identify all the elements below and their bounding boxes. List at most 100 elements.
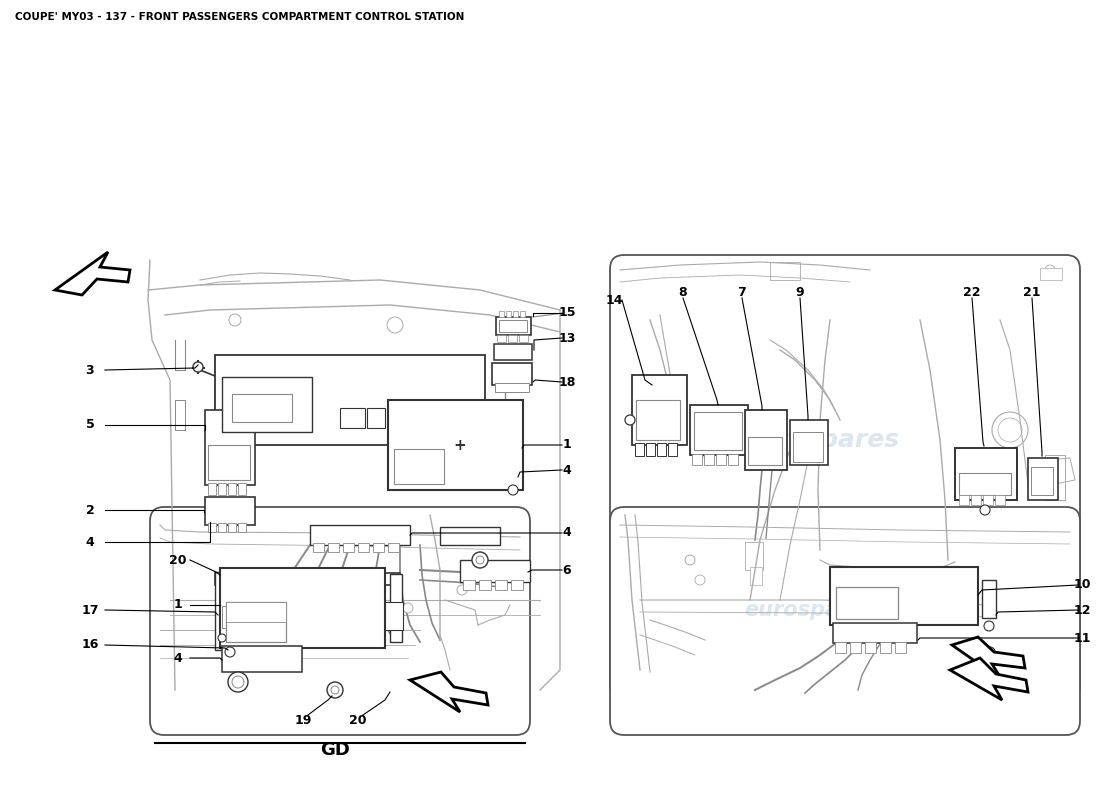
Text: 18: 18: [559, 375, 575, 389]
Bar: [496, 317, 531, 335]
Circle shape: [625, 415, 635, 425]
Bar: [218, 483, 226, 495]
Text: 4: 4: [86, 535, 95, 549]
Polygon shape: [410, 672, 488, 712]
Text: 16: 16: [81, 638, 99, 651]
Circle shape: [984, 647, 996, 657]
Bar: [895, 642, 906, 653]
Bar: [636, 400, 680, 440]
Text: 22: 22: [964, 286, 981, 298]
Bar: [519, 335, 528, 342]
Circle shape: [984, 621, 994, 631]
Bar: [793, 432, 823, 462]
Circle shape: [232, 676, 244, 688]
Circle shape: [992, 412, 1028, 448]
Bar: [222, 377, 312, 432]
Text: COUPE' MY03 - 137 - FRONT PASSENGERS COMPARTMENT CONTROL STATION: COUPE' MY03 - 137 - FRONT PASSENGERS COM…: [15, 12, 464, 22]
Bar: [1031, 467, 1053, 495]
Bar: [218, 523, 226, 532]
Bar: [971, 495, 981, 505]
Bar: [494, 344, 532, 360]
Bar: [208, 483, 216, 495]
Circle shape: [980, 505, 990, 515]
Bar: [497, 335, 506, 342]
Bar: [238, 483, 246, 495]
Text: 3: 3: [86, 363, 95, 377]
Bar: [226, 602, 286, 622]
Circle shape: [228, 672, 248, 692]
Bar: [343, 543, 354, 552]
Bar: [226, 602, 286, 642]
Text: 8: 8: [679, 286, 688, 298]
Text: 2: 2: [86, 503, 95, 517]
Text: 20: 20: [350, 714, 366, 726]
Circle shape: [218, 634, 226, 642]
Bar: [463, 580, 475, 590]
Text: 4: 4: [562, 463, 571, 477]
Circle shape: [229, 314, 241, 326]
Bar: [506, 311, 512, 317]
Circle shape: [695, 575, 705, 585]
Text: 19: 19: [295, 714, 311, 726]
Circle shape: [508, 485, 518, 495]
Bar: [745, 410, 786, 470]
Text: 15: 15: [558, 306, 575, 319]
Text: 9: 9: [795, 286, 804, 298]
Bar: [373, 543, 384, 552]
Bar: [704, 454, 714, 465]
Text: 21: 21: [1023, 286, 1041, 298]
Bar: [495, 580, 507, 590]
Text: 1: 1: [174, 598, 183, 611]
Bar: [728, 454, 738, 465]
Text: +: +: [453, 438, 466, 453]
Text: 6: 6: [563, 563, 571, 577]
FancyBboxPatch shape: [610, 255, 1080, 700]
Bar: [996, 495, 1005, 505]
Circle shape: [226, 647, 235, 657]
Bar: [205, 410, 255, 485]
Bar: [959, 495, 969, 505]
Bar: [520, 311, 525, 317]
Bar: [218, 600, 266, 632]
Text: 20: 20: [169, 554, 187, 566]
Text: 4: 4: [562, 526, 571, 539]
Text: GD: GD: [320, 741, 350, 759]
Text: eurospares: eurospares: [741, 428, 899, 452]
Bar: [214, 573, 400, 585]
Text: 7: 7: [738, 286, 747, 298]
Bar: [1028, 458, 1058, 500]
Bar: [495, 383, 529, 392]
Bar: [694, 412, 743, 450]
Text: eurospares: eurospares: [270, 600, 400, 620]
Bar: [388, 400, 522, 490]
Bar: [836, 587, 898, 619]
Bar: [390, 574, 402, 642]
Bar: [770, 262, 800, 280]
Circle shape: [1045, 265, 1055, 275]
Bar: [512, 580, 522, 590]
Bar: [228, 483, 236, 495]
Text: 4: 4: [174, 651, 183, 665]
Bar: [310, 525, 410, 545]
FancyBboxPatch shape: [150, 507, 530, 735]
Circle shape: [685, 555, 695, 565]
Text: eurospares: eurospares: [252, 416, 428, 444]
Bar: [865, 642, 876, 653]
Bar: [314, 543, 324, 552]
Bar: [690, 405, 748, 455]
Circle shape: [327, 682, 343, 698]
Bar: [358, 543, 368, 552]
Circle shape: [387, 317, 403, 333]
Circle shape: [456, 585, 468, 595]
Text: 1: 1: [562, 438, 571, 451]
Bar: [499, 320, 527, 332]
Bar: [222, 646, 302, 672]
Bar: [222, 606, 260, 628]
Text: 14: 14: [605, 294, 623, 306]
Bar: [983, 495, 993, 505]
Bar: [367, 408, 385, 428]
Bar: [513, 311, 518, 317]
Text: 10: 10: [1074, 578, 1091, 591]
Circle shape: [192, 362, 204, 372]
Bar: [982, 580, 996, 618]
